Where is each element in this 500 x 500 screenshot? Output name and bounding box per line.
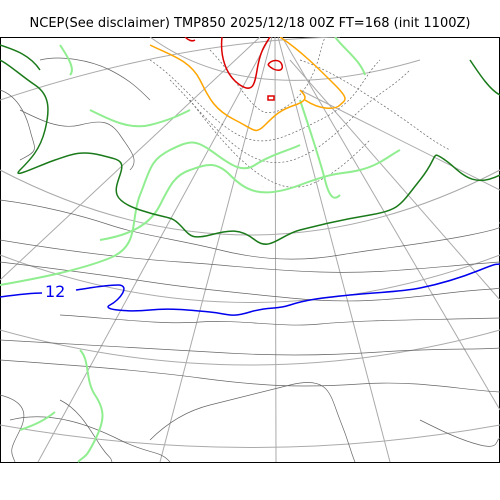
- light-green-isotherms: [0, 37, 401, 463]
- isotherm-12-label: 12: [45, 282, 66, 301]
- latitude-lines: [0, 37, 500, 448]
- isotherm-zero: [0, 44, 500, 245]
- isotherm-neg24: [184, 37, 284, 101]
- isotherm-12: [0, 263, 500, 316]
- meridian-lines: [0, 37, 500, 463]
- isotherm-neg12: [149, 37, 346, 132]
- chart-title: NCEP(See disclaimer) TMP850 2025/12/18 0…: [29, 16, 471, 31]
- minor-isotherms: [0, 57, 500, 463]
- weather-map: [0, 37, 500, 463]
